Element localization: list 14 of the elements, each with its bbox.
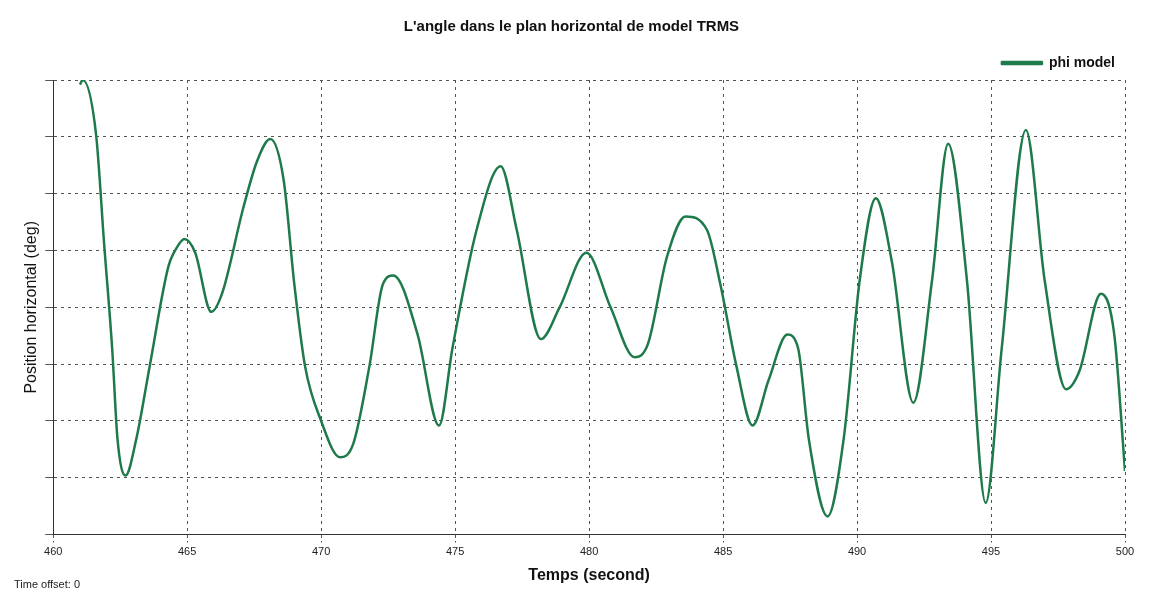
x-tick-label: 500 xyxy=(1115,545,1135,558)
x-axis-title: Temps (second) xyxy=(528,565,650,583)
x-tick-label: 465 xyxy=(178,545,197,558)
legend-label: phi model xyxy=(1048,53,1116,70)
x-tick-label: 480 xyxy=(579,545,599,558)
y-axis-title: Position horizontal (deg) xyxy=(22,221,40,394)
x-tick-label: 485 xyxy=(713,545,733,558)
chart-title: L'angle dans le plan horizontal de model TRMS xyxy=(403,17,740,35)
text: Time offset: 0 xyxy=(14,578,81,591)
x-tick-label: 475 xyxy=(445,545,465,558)
x-tick-label: 495 xyxy=(981,545,1001,558)
x-tick-label: 490 xyxy=(847,545,867,558)
x-tick-label: 470 xyxy=(311,545,331,558)
x-tick-label: 460 xyxy=(44,545,63,558)
